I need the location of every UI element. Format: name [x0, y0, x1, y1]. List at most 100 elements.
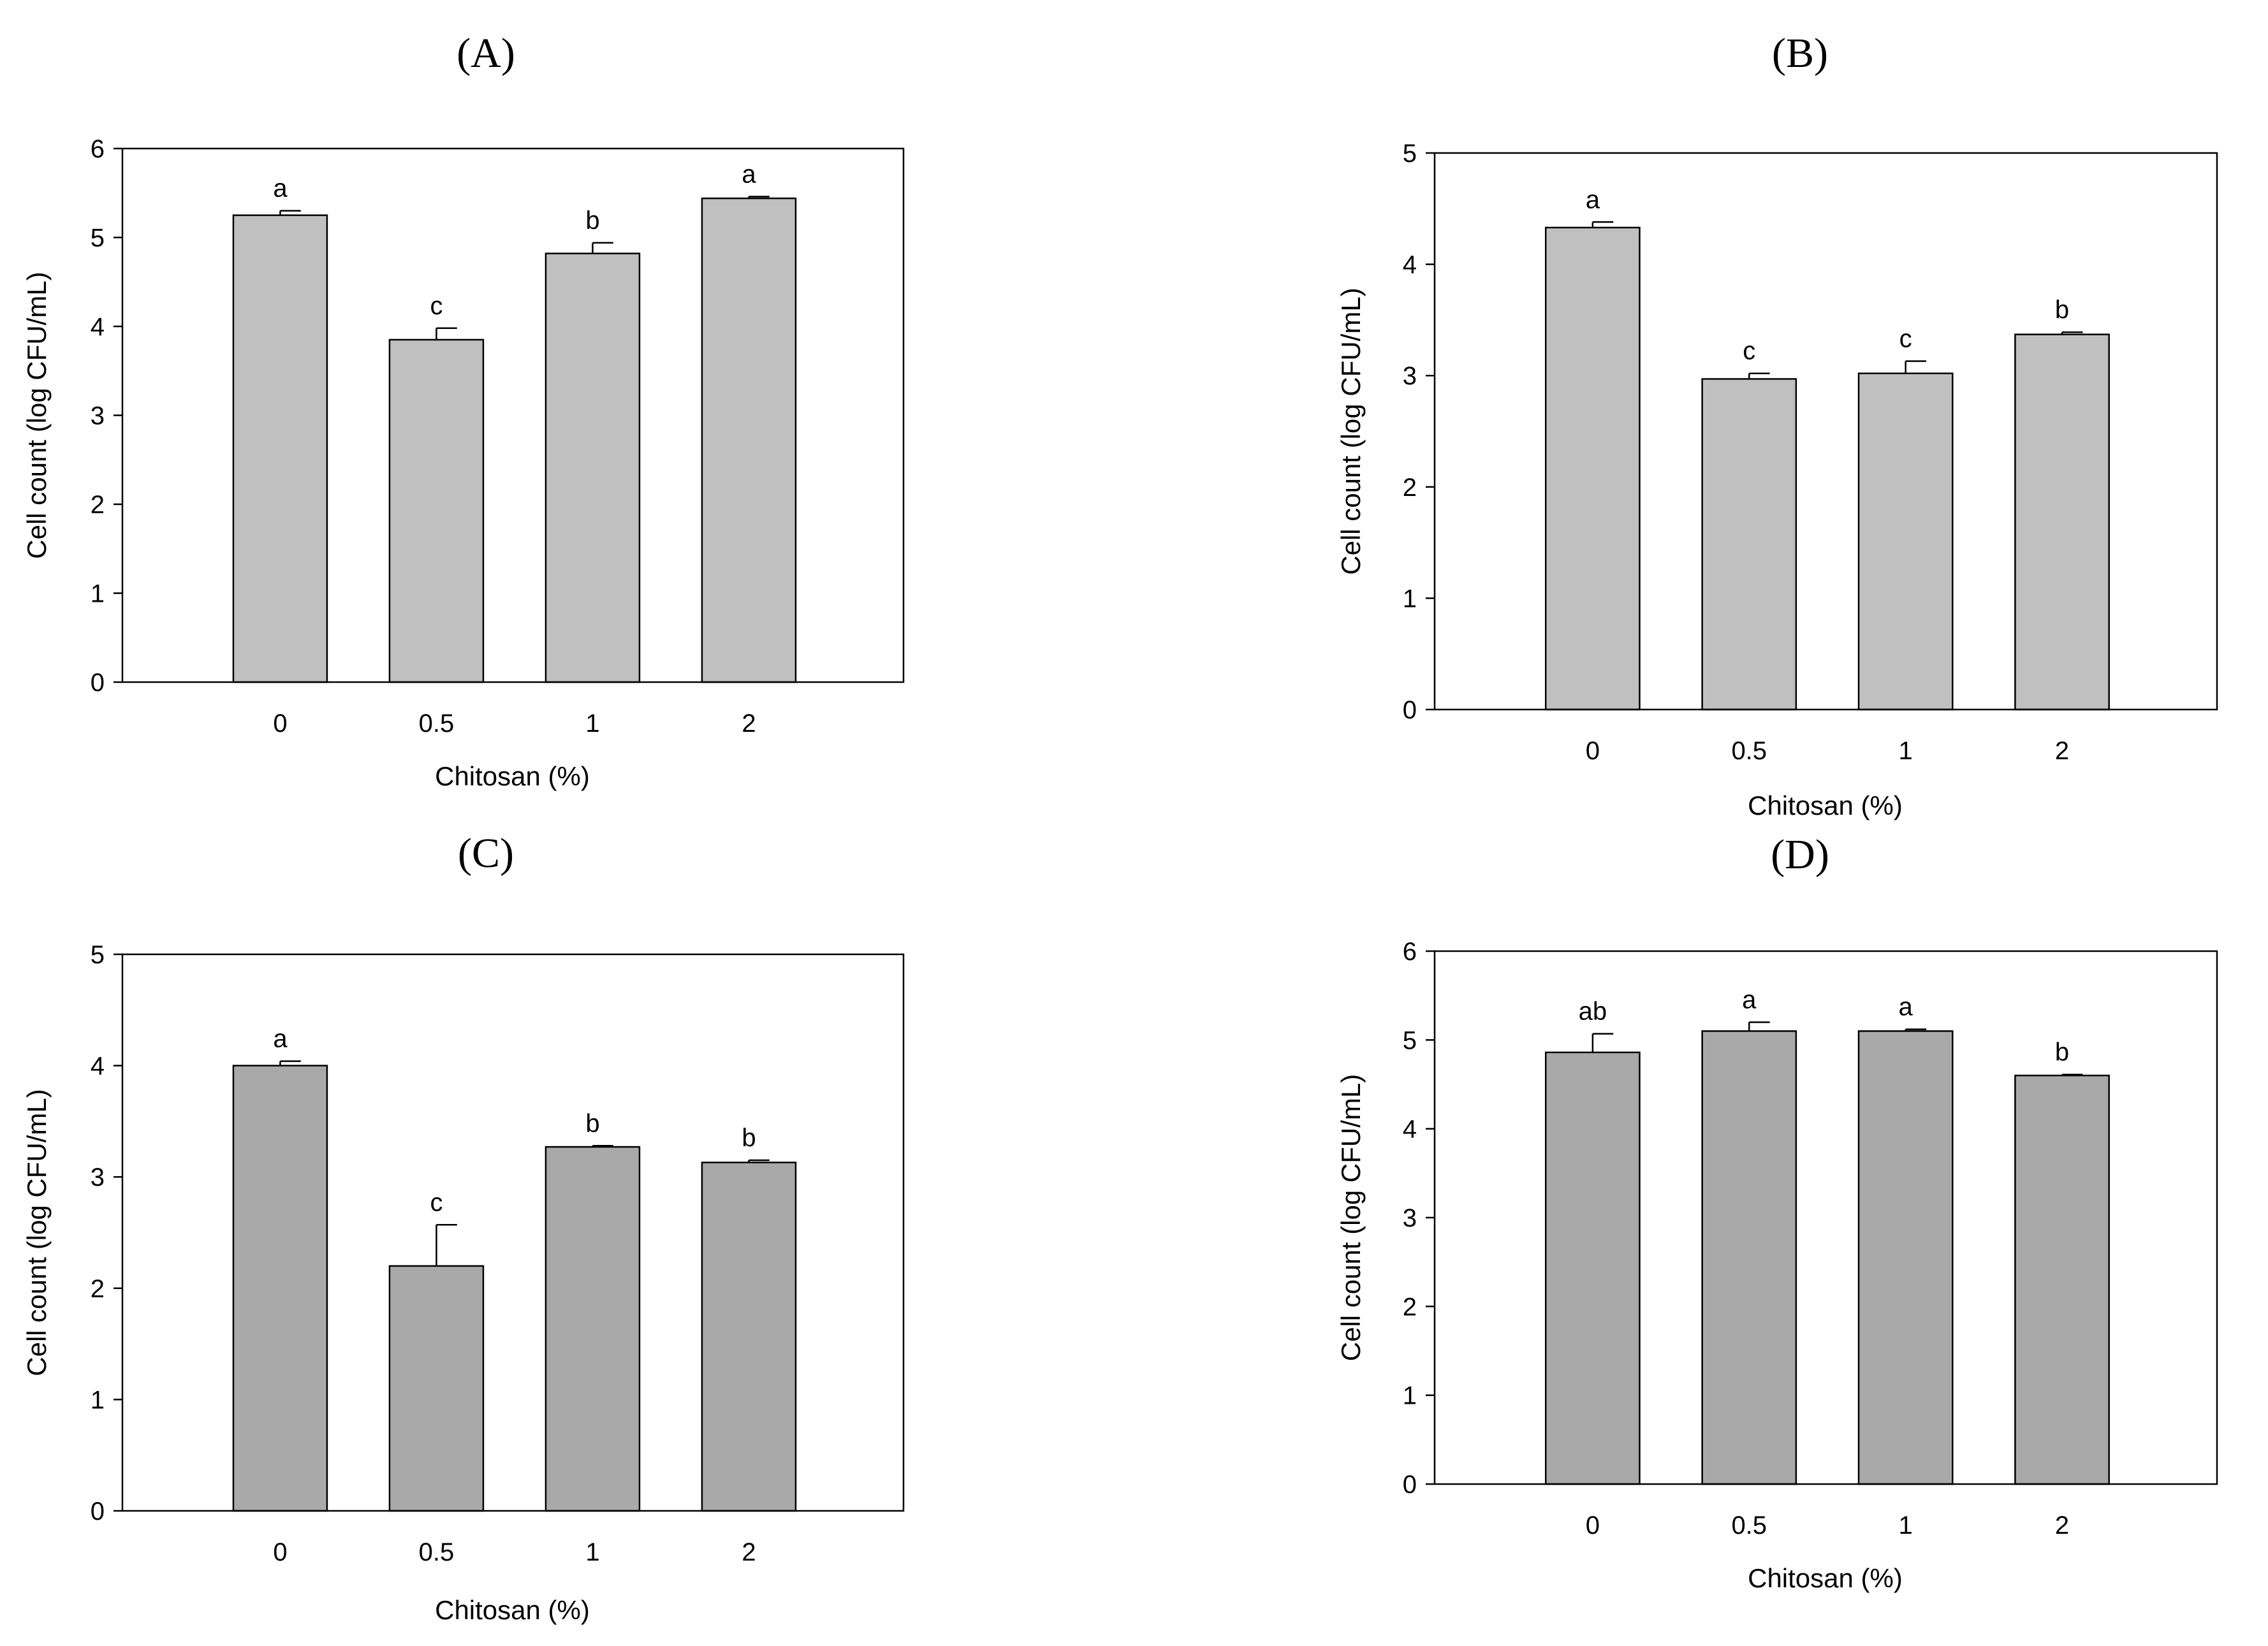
chart-b-bar-0	[1544, 226, 1641, 711]
chart-a-ylabel: Cell count (log CFU/mL)	[22, 272, 52, 558]
chart-a-ytick-label-2: 2	[91, 491, 105, 519]
chart-d-sig-label-2: a	[1899, 993, 1913, 1021]
chart-d-ytick-label-2: 2	[1403, 1293, 1417, 1321]
chart-c-bar-1	[388, 1265, 485, 1512]
chart-d-sig-label-0: ab	[1579, 998, 1607, 1026]
chart-a-sig-label-3: a	[742, 160, 756, 188]
chart-c-xlabel: Chitosan (%)	[435, 1595, 590, 1625]
chart-a-bar-3	[701, 197, 797, 683]
chart-a-sig-label-1: c	[430, 292, 443, 320]
chart-b-errorbar-2	[1905, 360, 1927, 374]
chart-b-errorbar-3	[2061, 331, 2083, 335]
chart-d-sig-label-3: b	[2055, 1038, 2069, 1067]
chart-c-sig-label-2: b	[585, 1109, 599, 1137]
chart-c-sig-label-0: a	[273, 1025, 288, 1053]
chart-d-ytick-label-3: 3	[1403, 1204, 1417, 1232]
chart-d-bar-1	[1701, 1030, 1797, 1485]
chart-c-ytick-label-3: 3	[91, 1163, 105, 1191]
chart-c-bar-2	[545, 1146, 641, 1512]
chart-b-plot-frame	[1433, 152, 2218, 711]
chart-b-ylabel: Cell count (log CFU/mL)	[1336, 288, 1366, 574]
chart-a-title: (A)	[457, 30, 515, 76]
chart-c-bar-3	[701, 1162, 797, 1512]
chart-b-ytick-label-4: 4	[1403, 251, 1417, 279]
chart-b-ytick-label-0: 0	[1403, 696, 1417, 724]
chart-c: (C) a c b b 0 1 2 3 4 5 0 0.5 1 2 Chitosan (%) Cell coun…	[22, 830, 905, 1625]
chart-b-bar-1	[1701, 378, 1797, 711]
chart-d-ytick-label-5: 5	[1403, 1026, 1417, 1054]
chart-a-xtick-label-1: 0.5	[419, 710, 455, 738]
chart-c-sig-label-1: c	[430, 1188, 443, 1216]
chart-b-sig-label-2: c	[1899, 325, 1912, 353]
chart-b-title: (B)	[1772, 30, 1828, 76]
chart-b-ytick-label-2: 2	[1403, 474, 1417, 502]
chart-c-errorbar-3	[748, 1159, 770, 1163]
chart-b-xtick-label-3: 2	[2055, 737, 2069, 765]
chart-d-ytick-label-1: 1	[1403, 1382, 1417, 1410]
chart-d-xtick-label-1: 0.5	[1731, 1511, 1767, 1540]
chart-d-xtick-label-0: 0	[1586, 1511, 1600, 1540]
chart-c-xtick-label-1: 0.5	[419, 1538, 455, 1566]
chart-c-errorbar-2	[592, 1145, 613, 1147]
chart-c-errorbar-0	[279, 1060, 301, 1066]
chart-d-bar-3	[2014, 1074, 2110, 1485]
chart-d-xtick-label-2: 1	[1899, 1511, 1913, 1540]
chart-a-errorbar-2	[592, 242, 613, 254]
chart-d-title: (D)	[1771, 831, 1829, 878]
chart-c-ylabel: Cell count (log CFU/mL)	[22, 1089, 52, 1376]
chart-c-ytick-label-5: 5	[91, 941, 105, 969]
chart-d-ytick-label-4: 4	[1403, 1116, 1417, 1144]
chart-c-title: (C)	[458, 830, 514, 877]
chart-a-ytick-label-6: 6	[91, 135, 105, 163]
chart-d-errorbar-2	[1905, 1028, 1927, 1031]
chart-b-ytick-label-3: 3	[1403, 362, 1417, 390]
chart-a-ytick-label-1: 1	[91, 580, 105, 608]
chart-a-xtick-label-0: 0	[273, 710, 287, 738]
chart-a-xlabel: Chitosan (%)	[435, 761, 590, 791]
chart-a-ytick-label-3: 3	[91, 402, 105, 430]
chart-d-bar-0	[1544, 1051, 1641, 1485]
chart-c-sig-label-3: b	[742, 1124, 756, 1152]
chart-d-ytick-label-0: 0	[1403, 1471, 1417, 1499]
chart-b-sig-label-0: a	[1586, 186, 1600, 214]
chart-a-ytick-label-5: 5	[91, 224, 105, 252]
chart-c-xtick-label-0: 0	[273, 1538, 287, 1566]
chart-a-sig-label-0: a	[273, 175, 288, 203]
chart-b-sig-label-1: c	[1743, 337, 1755, 365]
chart-c-ytick-label-4: 4	[91, 1052, 105, 1081]
chart-d-xlabel: Chitosan (%)	[1748, 1563, 1903, 1593]
chart-c-xtick-label-2: 1	[585, 1538, 599, 1566]
chart-b-xtick-label-0: 0	[1586, 737, 1600, 765]
chart-b-ytick-label-1: 1	[1403, 585, 1417, 613]
chart-a-xtick-label-3: 2	[742, 710, 756, 738]
chart-d-errorbar-1	[1748, 1021, 1770, 1031]
chart-d-ylabel: Cell count (log CFU/mL)	[1336, 1074, 1366, 1361]
chart-a-errorbar-1	[435, 327, 457, 340]
chart-c-plot-frame	[121, 953, 905, 1512]
chart-b-xtick-label-2: 1	[1899, 737, 1913, 765]
chart-c-ytick-label-0: 0	[91, 1497, 105, 1526]
chart-d-xtick-label-3: 2	[2055, 1511, 2069, 1540]
chart-a-bar-0	[232, 214, 328, 683]
chart-b-errorbar-1	[1748, 372, 1770, 379]
chart-a-ytick-label-0: 0	[91, 669, 105, 697]
chart-a-ytick-label-4: 4	[91, 313, 105, 341]
chart-b-xtick-label-1: 0.5	[1731, 737, 1767, 765]
chart-b-ytick-label-5: 5	[1403, 140, 1417, 168]
chart-b-sig-label-3: b	[2055, 296, 2069, 324]
chart-a-xtick-label-2: 1	[585, 710, 599, 738]
chart-a-errorbar-0	[279, 210, 301, 215]
chart-d-errorbar-0	[1591, 1033, 1614, 1052]
chart-b: (B) a c c b 0 1 2 3 4 5 0 0.5 1 2 Chitosan (%) Cell coun…	[1336, 30, 2218, 820]
chart-b-bar-3	[2014, 333, 2110, 711]
chart-c-errorbar-1	[435, 1224, 457, 1266]
chart-c-ytick-label-2: 2	[91, 1275, 105, 1303]
chart-a-errorbar-3	[748, 196, 770, 199]
chart-b-xlabel: Chitosan (%)	[1748, 790, 1903, 820]
chart-c-bar-0	[232, 1065, 328, 1512]
chart-d-bar-2	[1857, 1030, 1954, 1485]
chart-a-bar-2	[545, 252, 641, 683]
chart-c-ytick-label-1: 1	[91, 1386, 105, 1414]
